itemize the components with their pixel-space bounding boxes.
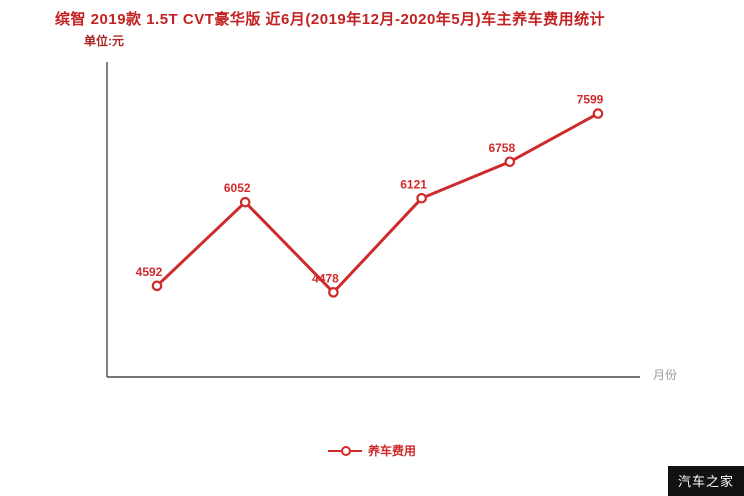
data-point-value-label: 6052 <box>224 181 251 195</box>
data-point-marker <box>328 287 339 298</box>
data-point-marker <box>592 108 604 119</box>
data-point-value-label: 7599 <box>577 93 604 107</box>
legend: 养车费用 <box>0 442 744 459</box>
data-point-value-label: 4478 <box>312 271 339 285</box>
legend-line-marker-icon <box>327 445 362 456</box>
x-axis-label: 月份 <box>653 368 678 382</box>
data-point-marker <box>239 196 251 208</box>
data-point-value-label: 6758 <box>488 141 515 155</box>
y-axis-unit-label: 单位:元 <box>84 34 124 48</box>
watermark-autohome: 汽车之家 <box>667 466 744 496</box>
data-point-value-label: 6121 <box>400 177 427 191</box>
data-point-marker <box>151 280 163 292</box>
data-point-marker <box>416 192 427 204</box>
legend-label: 养车费用 <box>367 444 416 458</box>
data-point-marker <box>504 156 516 168</box>
legend-circle-icon <box>340 445 351 456</box>
series-line <box>155 112 600 294</box>
data-point-value-label: 4592 <box>136 265 163 279</box>
chart-title: 缤智 2019款 1.5T CVT豪华版 近6月(2019年12月-2020年5… <box>55 11 606 28</box>
